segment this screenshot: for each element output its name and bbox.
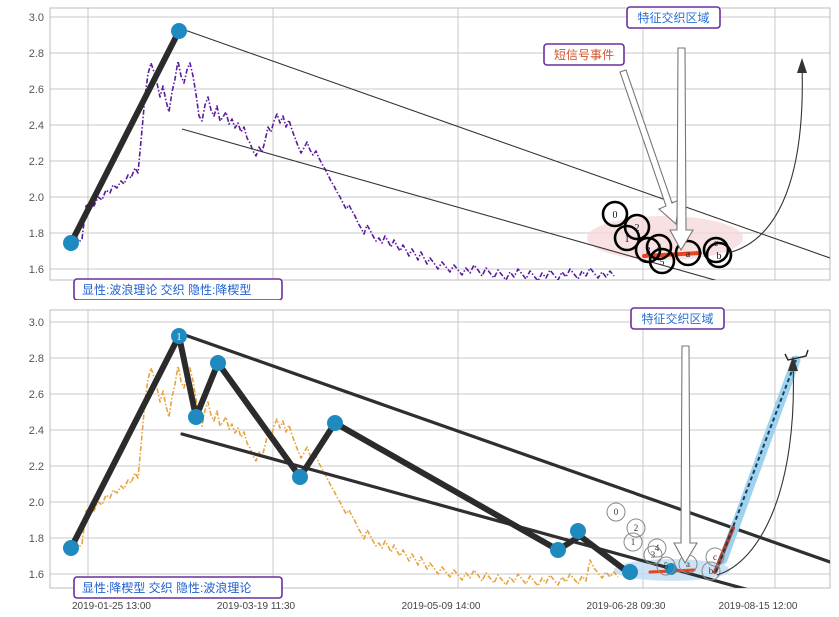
annotation-label: 特征交织区域 xyxy=(637,10,709,25)
top-panel: 3.0 2.8 2.6 2.4 2.2 2.0 1.8 1.6 xyxy=(0,0,839,300)
wave-label: 5 xyxy=(664,561,669,571)
pivot-marker xyxy=(63,540,79,556)
annotation-feature-interweave-region[interactable]: 特征交织区域 xyxy=(626,6,721,29)
wave-label: b xyxy=(717,251,722,262)
y-tick-label: 2.2 xyxy=(29,156,44,168)
annotation-label: 短信号事件 xyxy=(554,48,614,62)
x-tick-label: 2019-08-15 12:00 xyxy=(719,601,798,612)
wave-label: 2 xyxy=(635,223,640,234)
top-legend[interactable]: 显性:波浪理论 交织 隐性:降楔型 xyxy=(73,278,283,300)
bottom-gridlines xyxy=(49,309,831,589)
wave-zigzag-path xyxy=(68,333,632,576)
top-panel-svg: 3.0 2.8 2.6 2.4 2.2 2.0 1.8 1.6 xyxy=(29,6,831,300)
pivot-marker xyxy=(327,415,343,431)
x-tick-label: 2019-01-25 13:00 xyxy=(72,601,151,612)
y-tick-label: 1.6 xyxy=(29,264,44,276)
wedge-upper-line xyxy=(180,332,830,564)
short-signal-arrow-icon xyxy=(619,69,680,226)
wave-label: 1 xyxy=(631,537,636,547)
y-tick-label: 2.6 xyxy=(29,84,44,96)
top-y-axis: 3.0 2.8 2.6 2.4 2.2 2.0 1.8 1.6 xyxy=(29,12,44,276)
wave-label: c xyxy=(714,238,719,249)
annotation-short-signal-event[interactable]: 短信号事件 xyxy=(543,43,625,66)
bottom-legend[interactable]: 显性:降楔型 交织 隐性:波浪理论 xyxy=(73,576,283,599)
legend-label: 显性:降楔型 交织 隐性:波浪理论 xyxy=(82,580,251,595)
y-tick-label: 2.6 xyxy=(29,389,44,401)
pivot-marker xyxy=(570,523,586,539)
pivot-marker xyxy=(550,542,566,558)
y-tick-label: 3.0 xyxy=(29,317,44,329)
y-tick-label: 2.2 xyxy=(29,461,44,473)
wave-label: 2 xyxy=(634,523,639,533)
annotation-label: 特征交织区域 xyxy=(641,311,713,326)
pivot-marker xyxy=(171,23,187,39)
legend-label: 显性:波浪理论 交织 隐性:降楔型 xyxy=(82,282,251,297)
wave-label: a xyxy=(686,249,691,260)
pivot-marker xyxy=(210,355,226,371)
y-tick-label: 3.0 xyxy=(29,12,44,24)
bottom-panel-svg: 3.0 2.8 2.6 2.4 2.2 2.0 1.8 1.6 xyxy=(29,307,831,612)
top-wave-labels: 0 1 2 3 4 5 a b c xyxy=(601,200,733,275)
x-tick-label: 2019-03-19 11:30 xyxy=(217,601,296,612)
y-tick-label: 2.4 xyxy=(29,120,44,132)
wedge-upper-line xyxy=(181,28,830,259)
wedge-lower-line xyxy=(180,432,748,588)
top-pivot-markers xyxy=(63,23,187,251)
pivot-label: 1 xyxy=(177,332,182,343)
pivot-marker xyxy=(63,235,79,251)
wave-label: 0 xyxy=(613,210,618,221)
price-line-bottom xyxy=(69,365,619,587)
bottom-wave-labels: 0 1 2 3 4 5 a b c xyxy=(606,502,725,581)
feature-region-arrow-icon xyxy=(669,47,694,252)
bottom-y-axis: 3.0 2.8 2.6 2.4 2.2 2.0 1.8 1.6 xyxy=(29,317,44,581)
projection-curve-arrow-icon xyxy=(727,58,807,254)
pivot-marker xyxy=(665,563,677,575)
pivot-marker xyxy=(622,564,638,580)
wave-label: 0 xyxy=(614,507,619,517)
wave-label: a xyxy=(686,559,690,569)
y-tick-label: 1.8 xyxy=(29,228,44,240)
annotation-feature-interweave-region[interactable]: 特征交织区域 xyxy=(630,307,725,330)
wave-label: b xyxy=(709,566,714,576)
x-tick-label: 2019-06-28 09:30 xyxy=(587,601,666,612)
y-tick-label: 2.8 xyxy=(29,353,44,365)
y-tick-label: 2.8 xyxy=(29,48,44,60)
projection-curve-arrow-icon xyxy=(716,356,798,576)
feature-region-arrow-icon xyxy=(673,345,698,565)
projection-cap-marker xyxy=(784,349,809,361)
y-tick-label: 1.6 xyxy=(29,569,44,581)
top-gridlines xyxy=(49,7,831,281)
y-tick-label: 2.4 xyxy=(29,425,44,437)
wave-label: 3 xyxy=(651,550,656,560)
wave-label: 5 xyxy=(660,257,665,268)
y-tick-label: 2.0 xyxy=(29,497,44,509)
pivot-marker xyxy=(292,469,308,485)
x-tick-label: 2019-05-09 14:00 xyxy=(402,601,481,612)
y-tick-label: 1.8 xyxy=(29,533,44,545)
bottom-panel: 3.0 2.8 2.6 2.4 2.2 2.0 1.8 1.6 xyxy=(0,300,839,617)
wave-impulse-segment xyxy=(68,28,182,246)
wave-label: c xyxy=(713,552,717,562)
price-line-top xyxy=(69,60,615,280)
wave-label: 4 xyxy=(655,543,660,553)
pivot-marker xyxy=(171,328,187,344)
y-tick-label: 2.0 xyxy=(29,192,44,204)
bottom-pivot-markers: 1 xyxy=(63,328,677,580)
x-axis: 2019-01-25 13:00 2019-03-19 11:30 2019-0… xyxy=(72,601,798,612)
wave-label: 1 xyxy=(625,234,630,245)
pivot-marker xyxy=(188,409,204,425)
wedge-lower-line xyxy=(181,128,717,280)
